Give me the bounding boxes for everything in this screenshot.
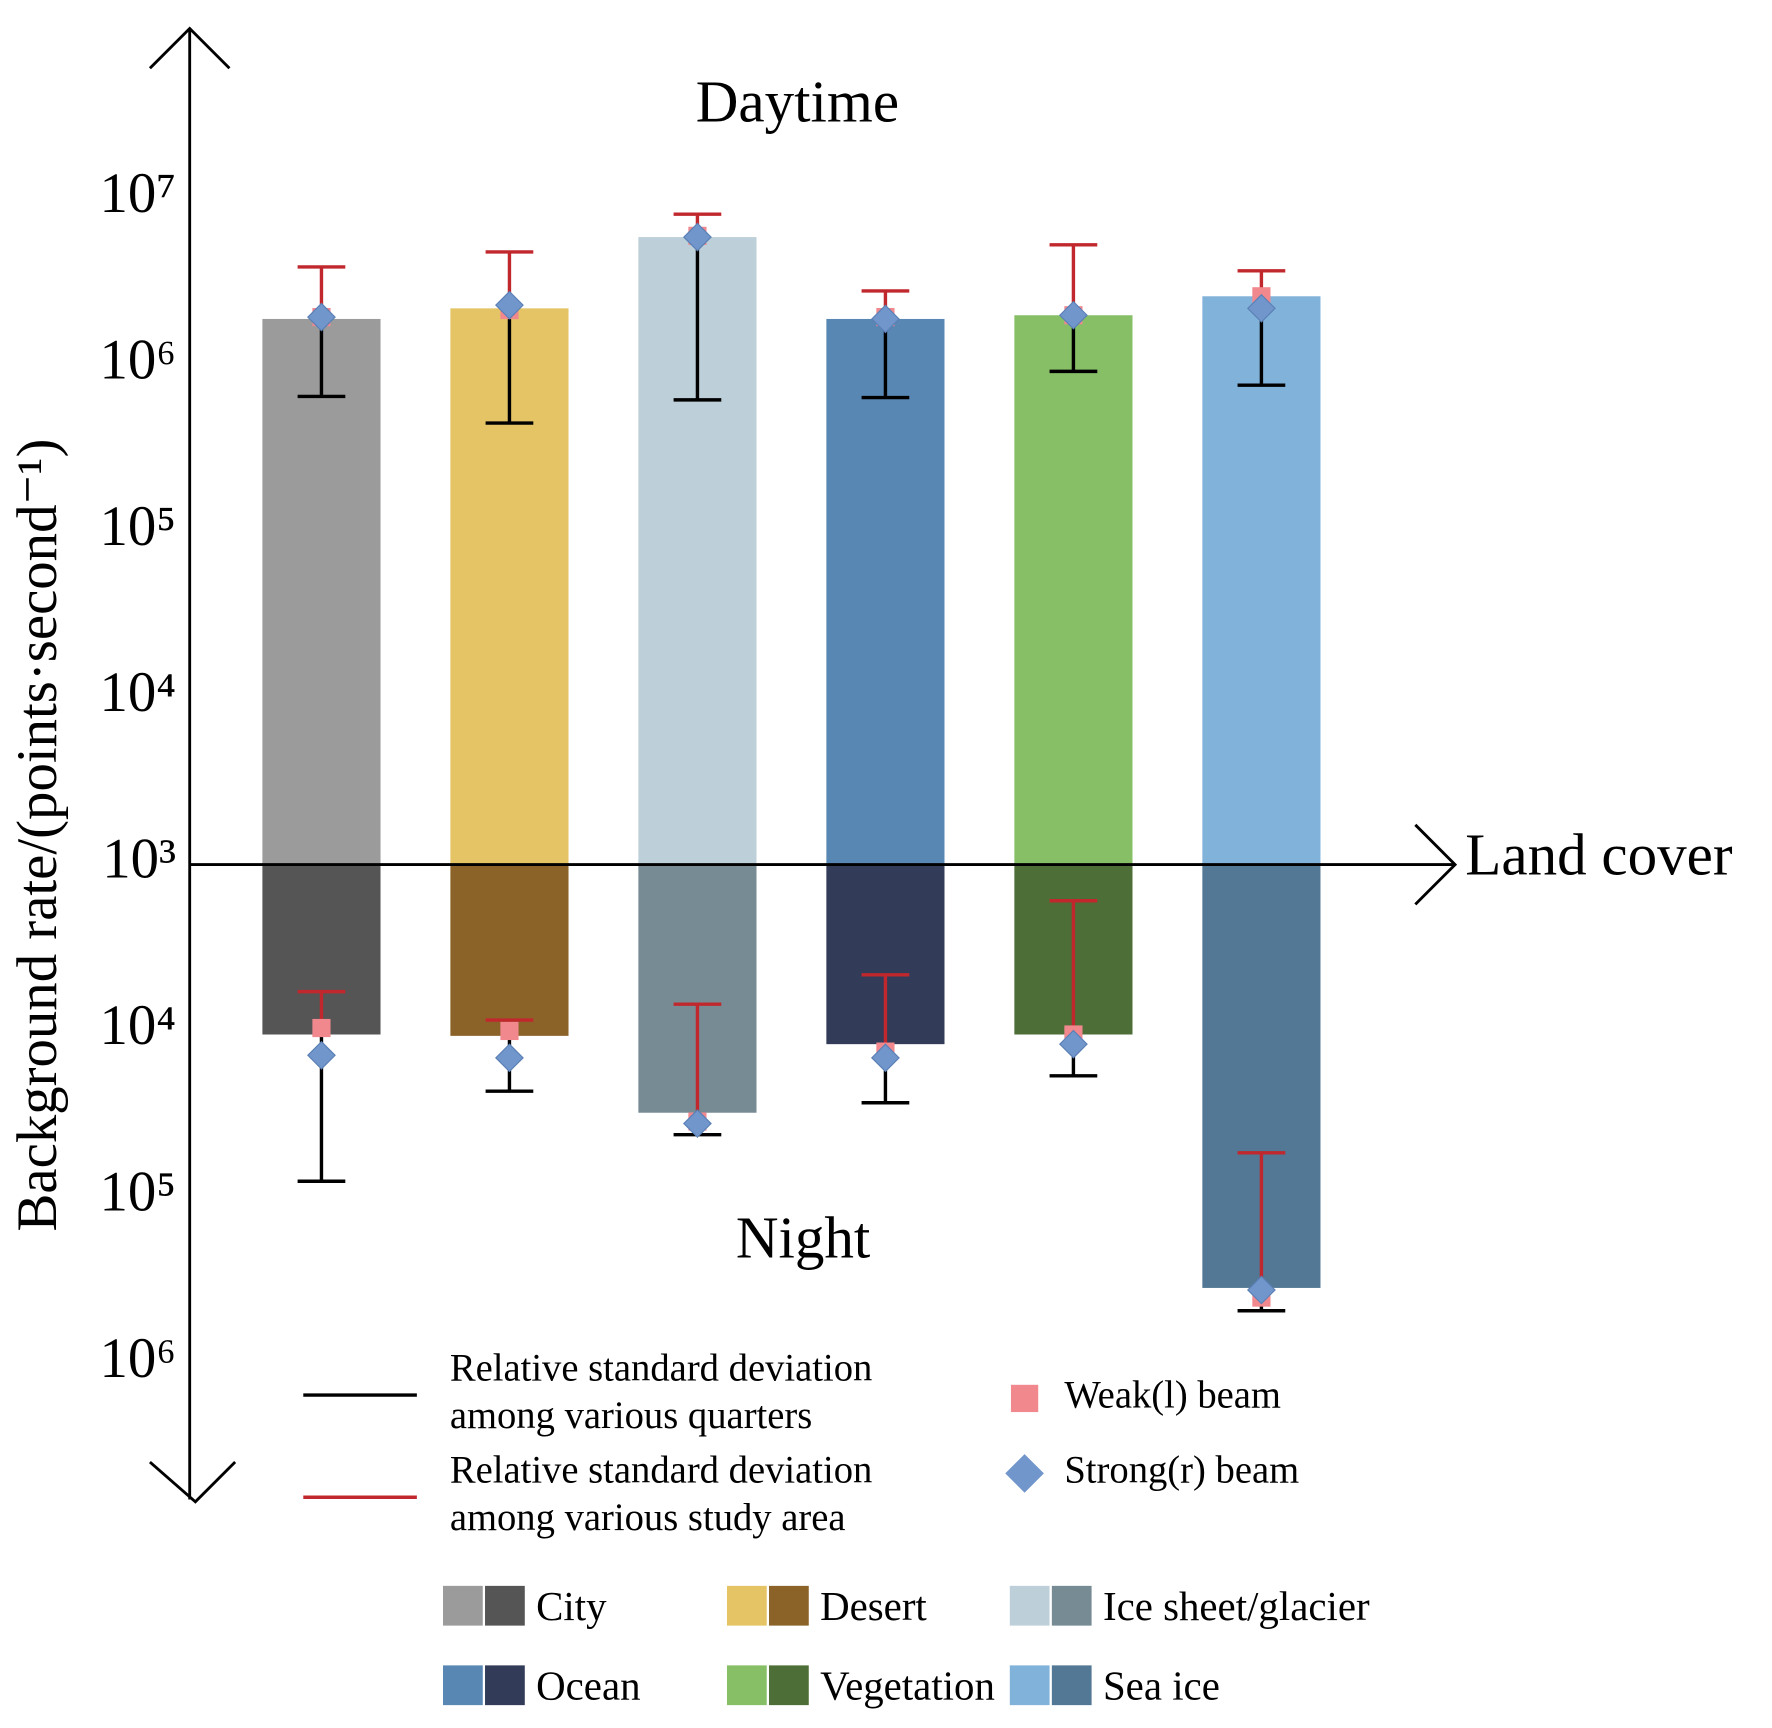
legend-label: Weak(l) beam	[1064, 1374, 1281, 1416]
error-bar	[861, 973, 910, 1045]
legend-swatch	[485, 1585, 525, 1626]
legend-swatch	[1005, 1454, 1044, 1493]
legend-text-box: Relative standard deviation among variou…	[449, 1347, 873, 1438]
legend-swatch	[1051, 1665, 1092, 1706]
strong-marker	[307, 1040, 336, 1070]
y-tick-label: 10⁴	[99, 994, 176, 1057]
error-bar	[673, 1002, 722, 1113]
y-tick-label: 10⁷	[99, 162, 176, 225]
panel-label: Daytime	[696, 69, 899, 135]
legend-swatch	[1009, 1665, 1050, 1706]
strong-marker	[1058, 1029, 1088, 1059]
weak-marker	[312, 1018, 331, 1038]
strong-marker	[1246, 293, 1276, 323]
y-arrow-bottom	[149, 1460, 237, 1504]
y-tick-label: 10⁴	[99, 661, 176, 724]
legend-swatch	[726, 1665, 767, 1706]
strong-marker	[307, 302, 336, 332]
strong-marker	[683, 222, 712, 252]
x-arrow	[1414, 823, 1458, 906]
error-bar	[1049, 899, 1098, 1035]
legend-swatch	[1009, 1585, 1050, 1626]
legend: Relative standard deviation among variou…	[303, 1347, 1370, 1709]
axes	[148, 26, 1458, 1504]
error-bar	[485, 308, 534, 425]
legend-label: Sea ice	[1103, 1664, 1220, 1709]
bar	[1202, 296, 1321, 865]
y-tick-label: 10⁵	[99, 1160, 176, 1223]
legend-label: Relative standard deviation among variou…	[449, 1347, 873, 1438]
legend-swatch	[443, 1665, 483, 1706]
legend-swatch	[485, 1665, 525, 1706]
legend-text-box: Relative standard deviation among variou…	[449, 1449, 873, 1540]
weak-marker	[500, 1021, 519, 1041]
legend-label: Desert	[820, 1584, 927, 1629]
strong-marker	[870, 304, 900, 334]
error-bar	[1237, 1151, 1286, 1288]
bar	[826, 318, 945, 865]
y-axis-label: Background rate/(points·second⁻¹)	[6, 439, 69, 1232]
legend-swatch	[443, 1585, 483, 1626]
y-tick-label: 10⁵	[99, 495, 176, 558]
error-bar	[673, 237, 722, 402]
bar	[1014, 315, 1133, 865]
legend-swatch	[769, 1585, 809, 1626]
y-tick-label: 10³	[102, 828, 176, 891]
legend-label: Relative standard deviation among variou…	[449, 1449, 873, 1540]
panel-label: Night	[736, 1205, 871, 1271]
legend-swatch	[769, 1665, 809, 1706]
legend-label: Ice sheet/glacier	[1103, 1584, 1370, 1629]
bar	[450, 864, 569, 1036]
legend-label: Ocean	[536, 1664, 640, 1709]
y-arrow-top	[148, 26, 231, 70]
legend-swatch	[1051, 1585, 1092, 1626]
error-bar	[297, 318, 346, 399]
y-tick-label: 10⁶	[99, 1327, 176, 1390]
strong-marker	[870, 1043, 900, 1073]
y-tick-label: 10⁶	[99, 328, 176, 391]
x-axis-label: Land cover	[1465, 822, 1733, 888]
legend-swatch	[1010, 1384, 1039, 1413]
legend-label: Vegetation	[820, 1664, 995, 1709]
legend-swatch	[726, 1585, 767, 1626]
bar	[262, 318, 381, 865]
legend-label: Strong(r) beam	[1064, 1449, 1299, 1491]
plot: 10³ 10⁴ 10⁵ 10⁶ 10⁷ 10⁴ 10⁵ 10⁶	[99, 162, 1321, 1390]
strong-marker	[683, 1109, 712, 1138]
strong-marker	[1058, 300, 1088, 330]
strong-marker	[1246, 1275, 1276, 1305]
strong-marker	[495, 1043, 524, 1073]
strong-marker	[495, 290, 524, 320]
legend-label: City	[536, 1584, 607, 1629]
